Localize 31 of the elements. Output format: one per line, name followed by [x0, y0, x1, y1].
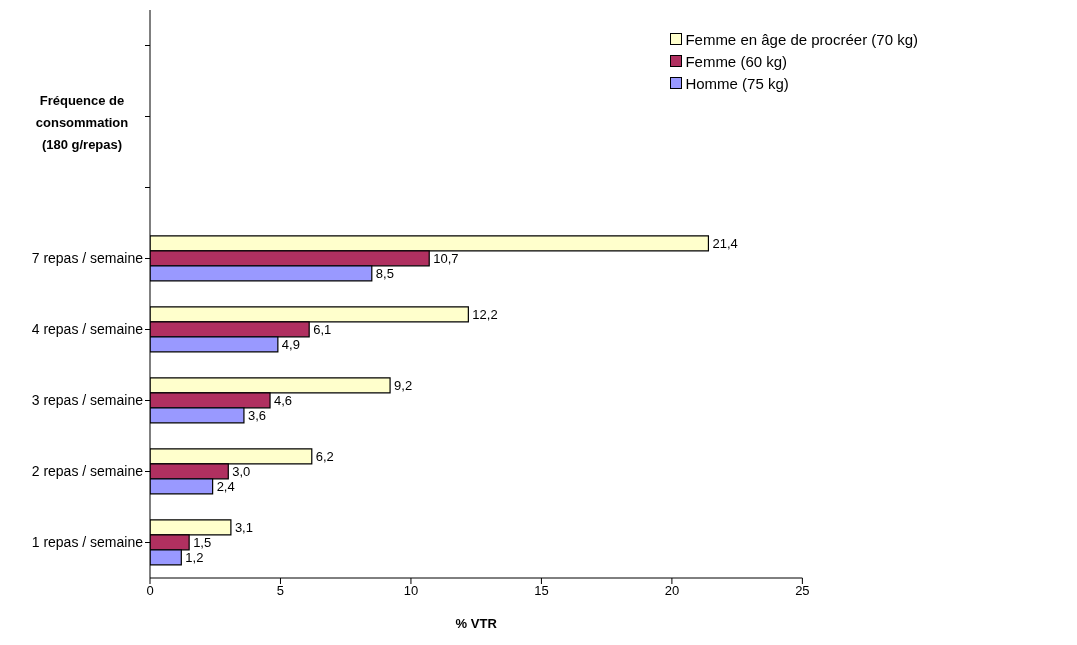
x-tick-label: 5 — [276, 583, 285, 599]
x-tick-label: 25 — [795, 583, 810, 599]
y-tick-label: 7 repas / semaine — [31, 250, 144, 267]
data-label: 4,6 — [274, 392, 293, 408]
y-tick-label: 3 repas / semaine — [31, 392, 144, 409]
data-label: 4,9 — [281, 336, 300, 352]
data-label: 10,7 — [433, 250, 459, 266]
data-label: 21,4 — [712, 235, 738, 251]
data-label: 3,0 — [232, 463, 251, 479]
x-axis-title: % VTR — [455, 616, 498, 631]
x-tick-label: 0 — [146, 583, 154, 599]
x-tick-label: 15 — [534, 583, 549, 599]
data-label: 3,6 — [247, 407, 267, 423]
data-label: 1,2 — [185, 549, 204, 565]
data-label: 12,2 — [472, 306, 498, 322]
data-label: 6,1 — [313, 321, 332, 337]
data-label: 6,2 — [315, 448, 334, 464]
y-axis-title: Fréquence de consommation (180 g/repas) — [34, 92, 130, 154]
data-label: 1,5 — [193, 534, 212, 550]
data-label: 3,1 — [234, 519, 253, 535]
legend-label: Homme (75 kg) — [685, 74, 789, 92]
data-label: 8,5 — [375, 265, 394, 281]
y-tick-label: 4 repas / semaine — [31, 321, 144, 338]
x-tick-label: 10 — [403, 583, 419, 599]
y-tick-label: 1 repas / semaine — [31, 534, 144, 551]
x-tick-label: 20 — [664, 583, 680, 599]
legend-label: Femme (60 kg) — [685, 52, 788, 70]
legend-label: Femme en âge de procréer (70 kg) — [685, 30, 918, 48]
y-tick-label: 2 repas / semaine — [31, 463, 144, 480]
data-label: 2,4 — [216, 478, 235, 494]
data-label: 9,2 — [394, 377, 413, 393]
